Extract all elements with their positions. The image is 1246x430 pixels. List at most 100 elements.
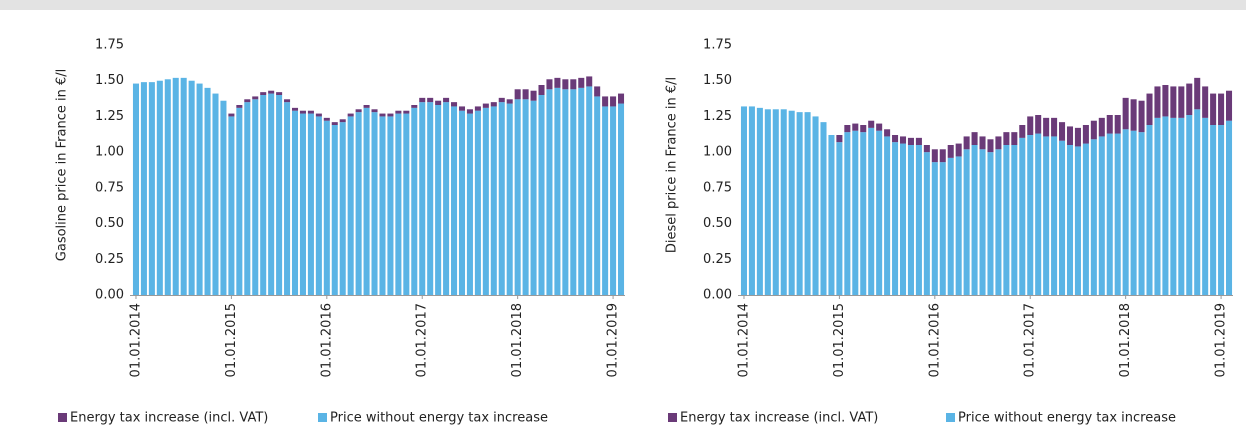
- bar-segment: [355, 112, 362, 296]
- bar-segment: [1186, 115, 1193, 295]
- bar-segment: [522, 99, 529, 296]
- bar-segment: [1154, 117, 1161, 295]
- bar-segment: [570, 79, 577, 90]
- bar-segment: [562, 79, 569, 90]
- bar-segment: [995, 149, 1002, 295]
- x-tick-label: 01.01.2017: [1023, 303, 1038, 377]
- bar-segment: [1098, 136, 1105, 295]
- bar-segment: [1003, 132, 1010, 145]
- bar-segment: [411, 107, 418, 295]
- bar-segment: [578, 77, 585, 88]
- bar-segment: [331, 125, 338, 295]
- bar-segment: [323, 120, 330, 295]
- bar-segment: [387, 116, 394, 295]
- bar-segment: [1082, 143, 1089, 295]
- bar-segment: [435, 100, 442, 105]
- bar-segment: [395, 113, 402, 295]
- bar-segment: [276, 95, 283, 295]
- bar-segment: [1019, 137, 1026, 295]
- y-tick-label: 1.25: [95, 109, 124, 124]
- y-tick-label: 0.50: [703, 216, 732, 231]
- bar-segment: [323, 117, 330, 121]
- bar-segment: [307, 113, 314, 295]
- bar-segment: [748, 106, 755, 295]
- bar-segment: [1130, 130, 1137, 295]
- bar-segment: [466, 113, 473, 295]
- bar-segment: [907, 137, 914, 145]
- bar-segment: [971, 145, 978, 295]
- bar-segment: [291, 107, 299, 111]
- bar-segment: [244, 99, 251, 103]
- bar-segment: [498, 97, 505, 103]
- bar-segment: [836, 135, 843, 143]
- legend-label: Energy tax increase (incl. VAT): [680, 411, 878, 426]
- bar-segment: [315, 113, 322, 117]
- y-tick-label: 1.00: [703, 145, 732, 160]
- bar-segment: [331, 122, 338, 125]
- bar-segment: [594, 86, 601, 97]
- x-tick-label: 01.01.2019: [606, 303, 621, 377]
- bar-segment: [1090, 139, 1097, 295]
- bar-segment: [538, 85, 545, 95]
- bar-segment: [1066, 126, 1074, 145]
- bar-segment: [395, 110, 402, 114]
- bar-segment: [868, 120, 875, 128]
- bar-segment: [347, 116, 354, 295]
- bar-segment: [252, 96, 259, 100]
- bar-segment: [260, 92, 267, 95]
- bar-segment: [578, 87, 585, 295]
- bar-segment: [1074, 146, 1081, 295]
- bar-segment: [979, 136, 986, 150]
- bar-segment: [939, 162, 946, 295]
- bar-segment: [1051, 117, 1058, 137]
- bar-segment: [788, 110, 795, 295]
- bar-segment: [876, 130, 883, 295]
- bar-segment: [955, 156, 962, 295]
- y-tick-label: 0.25: [703, 252, 732, 267]
- bar-segment: [236, 105, 243, 108]
- bar-segment: [860, 125, 867, 133]
- bar-segment: [1059, 140, 1066, 295]
- bar-segment: [756, 107, 763, 295]
- bar-segment: [1186, 83, 1193, 115]
- bar-segment: [276, 92, 283, 95]
- top-band: [0, 0, 1246, 10]
- bar-segment: [915, 145, 922, 295]
- bar-segment: [955, 143, 962, 157]
- bar-segment: [291, 110, 299, 295]
- bar-segment: [1003, 145, 1010, 295]
- bar-segment: [1011, 132, 1018, 145]
- y-tick-label: 1.75: [95, 38, 124, 53]
- bar-segment: [514, 99, 521, 296]
- bar-segment: [379, 116, 386, 295]
- y-tick-label: 1.50: [703, 73, 732, 88]
- bar-segment: [1138, 132, 1145, 295]
- legend-swatch: [668, 413, 677, 422]
- bar-segment: [586, 86, 593, 295]
- bar-segment: [435, 105, 442, 295]
- bar-segment: [586, 76, 593, 87]
- bar-segment: [1218, 93, 1225, 125]
- bar-segment: [355, 109, 362, 113]
- bar-segment: [995, 136, 1002, 150]
- bar-segment: [1035, 133, 1042, 295]
- bar-segment: [490, 106, 497, 295]
- y-tick-label: 0.25: [95, 252, 124, 267]
- bar-segment: [530, 100, 537, 295]
- bar-segment: [443, 97, 450, 103]
- bar-segment: [498, 102, 505, 296]
- bar-segment: [371, 109, 378, 113]
- bar-segment: [812, 116, 819, 295]
- bar-segment: [1178, 86, 1185, 118]
- y-tick-label: 0.00: [95, 288, 124, 303]
- bar-segment: [339, 122, 346, 296]
- bar-segment: [506, 99, 513, 104]
- bar-segment: [1027, 116, 1034, 135]
- y-axis-label: Gasoline price in France in €/l: [55, 69, 70, 261]
- bar-segment: [876, 123, 883, 131]
- bar-segment: [1178, 117, 1185, 295]
- legend-label: Price without energy tax increase: [330, 411, 548, 426]
- bar-segment: [451, 102, 458, 107]
- bar-segment: [1122, 97, 1129, 130]
